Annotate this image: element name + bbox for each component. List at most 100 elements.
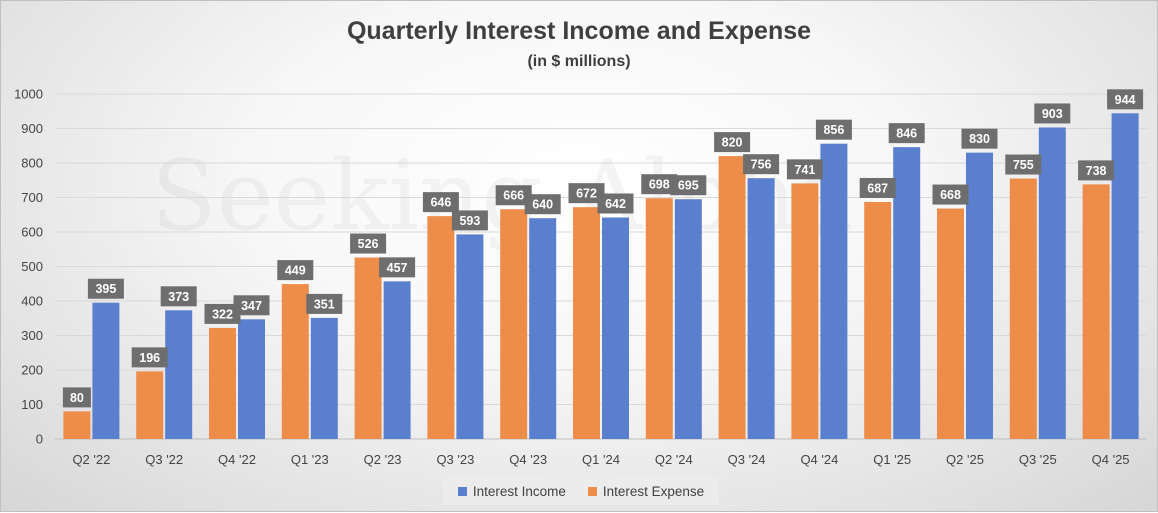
svg-text:351: 351 — [314, 297, 335, 311]
svg-text:457: 457 — [387, 261, 408, 275]
svg-text:756: 756 — [751, 158, 772, 172]
y-tick-label: 1000 — [14, 87, 43, 102]
y-tick-label: 100 — [21, 397, 43, 412]
y-tick-label: 500 — [21, 259, 43, 274]
x-tick-label: Q3 '22 — [145, 452, 183, 467]
data-label-expense: 738 — [1078, 160, 1115, 181]
chart-title: Quarterly Interest Income and Expense — [346, 17, 812, 45]
bar-interest-income — [1038, 127, 1066, 439]
data-labels: 80 395 196 373 322 347 449 351 526 457 646 593 666 64… — [62, 89, 1144, 408]
legend-label-expense: Interest Expense — [602, 483, 705, 499]
bar-interest-expense — [718, 156, 746, 439]
bar-interest-expense — [500, 209, 528, 439]
svg-text:944: 944 — [1115, 93, 1136, 107]
data-label-income: 903 — [1034, 103, 1071, 124]
bar-interest-expense — [427, 216, 455, 439]
data-label-expense: 668 — [932, 184, 969, 205]
bar-interest-expense — [645, 198, 673, 439]
legend-swatch-expense — [587, 486, 597, 496]
bar-interest-income — [238, 319, 265, 439]
data-label-income: 457 — [379, 257, 416, 278]
bar-interest-expense — [1082, 184, 1110, 439]
bar-interest-expense — [354, 257, 382, 439]
svg-text:196: 196 — [139, 351, 160, 365]
x-tick-label: Q4 '25 — [1092, 452, 1130, 467]
bar-interest-expense — [281, 284, 309, 439]
bar-interest-expense — [1009, 178, 1037, 439]
data-label-expense: 449 — [277, 260, 314, 281]
svg-text:668: 668 — [940, 188, 961, 202]
svg-text:903: 903 — [1042, 107, 1063, 121]
svg-text:640: 640 — [532, 198, 553, 212]
data-label-expense: 820 — [714, 132, 751, 153]
svg-text:695: 695 — [678, 179, 699, 193]
data-label-income: 856 — [815, 119, 852, 140]
bar-interest-income — [747, 178, 775, 439]
bars — [63, 113, 1139, 439]
x-tick-label: Q1 '24 — [582, 452, 620, 467]
data-label-income: 373 — [160, 286, 197, 307]
x-tick-label: Q1 '25 — [873, 452, 911, 467]
y-tick-label: 300 — [21, 328, 43, 343]
bar-interest-income — [165, 310, 193, 439]
y-tick-label: 900 — [21, 121, 43, 136]
svg-text:687: 687 — [867, 181, 888, 195]
svg-text:449: 449 — [285, 264, 306, 278]
svg-text:373: 373 — [168, 290, 189, 304]
data-label-income: 642 — [597, 193, 634, 214]
data-label-expense: 666 — [495, 185, 532, 206]
y-tick-label: 700 — [21, 190, 43, 205]
data-label-expense: 646 — [422, 192, 459, 213]
svg-text:755: 755 — [1013, 158, 1034, 172]
legend-label-income: Interest Income — [472, 483, 566, 499]
svg-text:738: 738 — [1086, 164, 1107, 178]
data-label-income: 944 — [1107, 89, 1144, 110]
x-tick-label: Q2 '23 — [364, 452, 402, 467]
x-tick-label: Q4 '24 — [800, 452, 838, 467]
x-tick-label: Q1 '23 — [291, 452, 329, 467]
bar-interest-expense — [63, 411, 91, 439]
bar-interest-income — [602, 217, 629, 439]
y-tick-label: 400 — [21, 294, 43, 309]
bar-interest-income — [893, 147, 921, 439]
x-tick-label: Q3 '25 — [1019, 452, 1057, 467]
bar-interest-income — [529, 218, 557, 439]
y-tick-label: 200 — [21, 363, 43, 378]
data-label-income: 593 — [451, 210, 488, 231]
svg-text:322: 322 — [212, 307, 233, 321]
svg-text:395: 395 — [95, 282, 116, 296]
svg-text:347: 347 — [241, 299, 262, 313]
data-label-expense: 80 — [62, 387, 91, 408]
svg-text:672: 672 — [576, 187, 597, 201]
bar-interest-income — [966, 152, 993, 439]
bar-interest-income — [456, 234, 484, 439]
bar-interest-expense — [937, 208, 964, 439]
data-label-expense: 672 — [568, 183, 605, 204]
svg-text:642: 642 — [605, 197, 626, 211]
chart-legend: Interest Income Interest Expense — [443, 477, 719, 505]
data-label-expense: 196 — [131, 347, 168, 368]
legend-item-income: Interest Income — [457, 483, 566, 499]
x-tick-label: Q2 '22 — [72, 452, 110, 467]
x-tick-label: Q2 '24 — [655, 452, 693, 467]
svg-text:80: 80 — [70, 391, 84, 405]
bar-interest-income — [820, 143, 848, 439]
legend-item-expense: Interest Expense — [587, 483, 705, 499]
svg-text:666: 666 — [503, 189, 524, 203]
legend-swatch-income — [457, 486, 467, 496]
data-label-income: 640 — [524, 194, 561, 215]
svg-text:593: 593 — [459, 214, 480, 228]
svg-text:698: 698 — [649, 178, 670, 192]
data-label-expense: 741 — [786, 159, 823, 180]
bar-interest-income — [383, 281, 411, 439]
data-label-expense: 698 — [641, 174, 678, 195]
y-tick-label: 800 — [21, 156, 43, 171]
y-tick-label: 0 — [36, 432, 43, 447]
data-label-expense: 755 — [1005, 154, 1042, 175]
bar-interest-income — [674, 199, 702, 439]
bar-interest-income — [1111, 113, 1139, 439]
svg-text:646: 646 — [430, 196, 451, 210]
data-label-income: 351 — [306, 293, 343, 314]
